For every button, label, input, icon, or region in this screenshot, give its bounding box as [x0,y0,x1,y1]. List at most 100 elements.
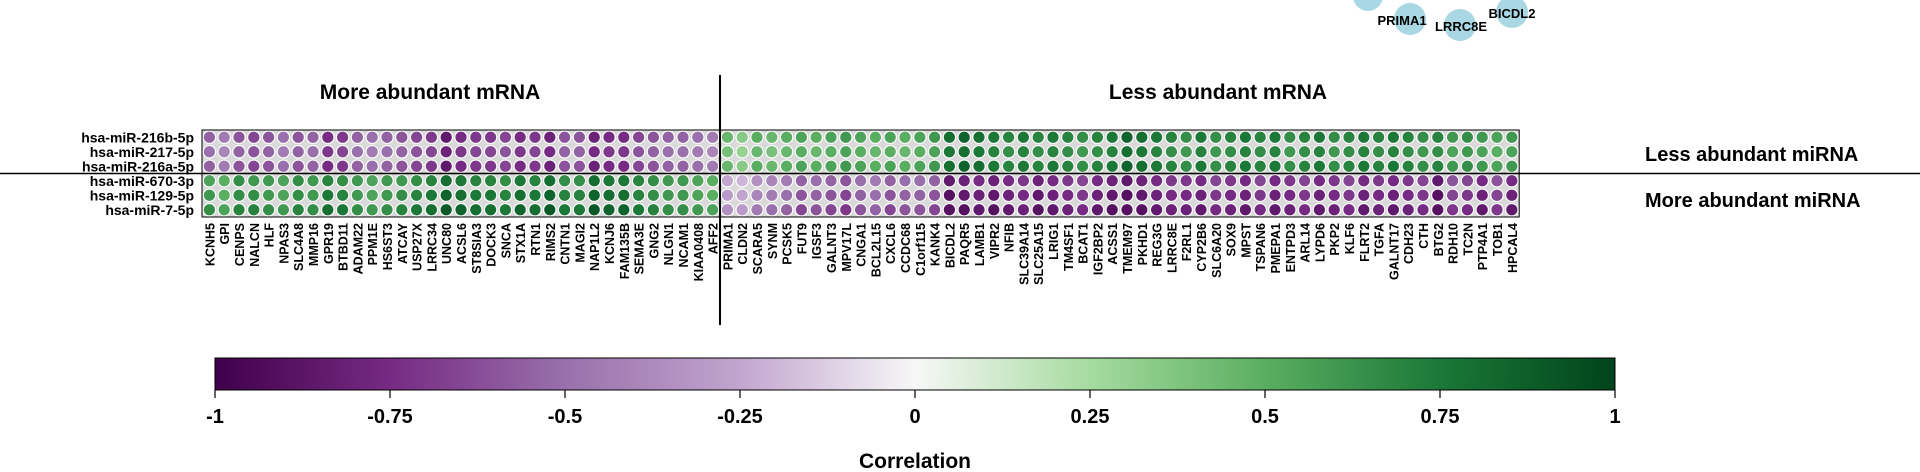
heatmap-cell [824,144,838,159]
heatmap-cell [1460,173,1475,188]
heatmap-cell [1209,173,1223,188]
heatmap-cell [1253,173,1267,188]
heatmap-cell [1401,130,1415,145]
heatmap-cell [838,188,853,203]
heatmap-cell [705,188,720,203]
row-label: hsa-miR-217-5p [90,144,194,160]
heatmap-cell [631,159,646,174]
column-label: MMP16 [307,223,321,266]
heatmap-cell [217,144,231,159]
heatmap-cell [247,159,261,174]
heatmap-cell [483,188,498,203]
column-label: FLRT2 [1358,223,1372,262]
heatmap-cell [1475,144,1489,159]
heatmap-cell [602,159,616,174]
heatmap-cell [320,188,335,203]
heatmap-cell [1016,144,1031,159]
heatmap-cell [764,173,779,188]
heatmap-cell [676,144,690,159]
heatmap-cell [261,188,276,203]
heatmap-cell [809,188,823,203]
heatmap-cell [1357,144,1371,159]
heatmap-cell [824,130,838,145]
heatmap-cell [320,130,335,145]
heatmap-cell [957,202,971,217]
heatmap-cell [1179,144,1193,159]
heatmap-cell [1371,202,1386,217]
heatmap-cell [824,188,838,203]
heatmap-cell [853,173,868,188]
heatmap-cell [750,144,764,159]
heatmap-cell [1253,159,1267,174]
heatmap-cell [394,130,409,145]
heatmap-cell [1090,144,1105,159]
heatmap-cell [942,159,957,174]
heatmap-cell [1342,188,1356,203]
heatmap-cell [779,188,794,203]
heatmap-cell [824,159,838,174]
heatmap-cell [1001,188,1016,203]
heatmap-cell [1371,159,1386,174]
heatmap-cell [631,130,646,145]
heatmap-cell [1238,144,1253,159]
heatmap-cell [335,173,350,188]
heatmap-cell [853,188,868,203]
heatmap-cell [217,188,231,203]
heatmap-cell [291,188,305,203]
heatmap-cell [1164,144,1179,159]
heatmap-cell [1120,188,1134,203]
heatmap-cell [1075,159,1090,174]
column-label: GPR19 [322,223,336,264]
column-label: PKHD1 [1136,223,1150,265]
heatmap-cell [350,173,365,188]
heatmap-cell [1371,173,1386,188]
column-label: MPST [1239,223,1253,258]
heatmap-cell [986,188,1001,203]
network-node [1496,0,1528,28]
column-label: IGF2BP2 [1091,223,1105,275]
heatmap-cell [631,173,646,188]
heatmap-cell [528,202,542,217]
column-label: PKP2 [1328,223,1342,256]
heatmap-cell [291,173,305,188]
column-label: BTG2 [1432,223,1446,256]
heatmap-cell [439,202,453,217]
heatmap-cell [794,159,809,174]
heatmap-cell [912,173,927,188]
heatmap-cell [661,159,675,174]
heatmap-cell [690,130,705,145]
heatmap-cell [276,159,291,174]
heatmap-cell [720,130,735,145]
column-label: CDH23 [1402,223,1416,264]
heatmap-cell [306,144,320,159]
column-label: PRIMA1 [721,223,735,270]
heatmap-cell [454,173,468,188]
heatmap-cell [513,144,527,159]
heatmap-cell [1164,202,1179,217]
heatmap-cell [602,173,616,188]
heatmap-cell [1061,159,1075,174]
heatmap-cell [1016,202,1031,217]
column-label: ARL14 [1299,223,1313,263]
heatmap-cell [1327,173,1341,188]
row-group-top-label: Less abundant miRNA [1645,144,1858,166]
heatmap-cell [676,202,690,217]
heatmap-cell [898,188,912,203]
heatmap-cell [261,130,276,145]
heatmap-cell [1283,130,1297,145]
heatmap-cell [1075,202,1090,217]
heatmap-cell [927,173,942,188]
heatmap-cell [513,173,527,188]
heatmap-cell [1105,130,1119,145]
heatmap-cell [1238,130,1253,145]
right-section-header: Less abundant mRNA [1109,81,1327,104]
heatmap-cell [1283,144,1297,159]
heatmap-cell [454,130,468,145]
heatmap-cell [1194,159,1208,174]
row-label: hsa-miR-670-3p [90,173,194,189]
heatmap-cell [750,202,764,217]
heatmap-cell [1061,188,1075,203]
heatmap-cell [1445,159,1460,174]
column-label: C1orf115 [914,223,928,276]
heatmap-cell [1209,188,1223,203]
